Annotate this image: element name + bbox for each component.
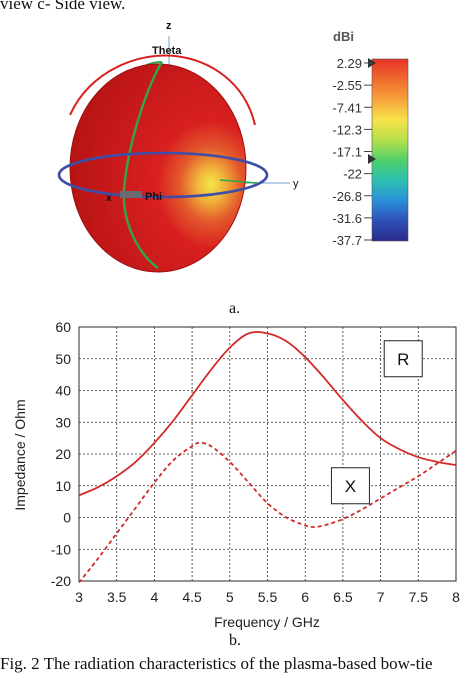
x-tick-label: 5.5 (258, 589, 278, 605)
colorbar-tick-label: -2.55 (332, 78, 362, 93)
y-tick-label: -20 (51, 573, 71, 589)
series-line-r (78, 331, 457, 497)
y-axis-title: Impedance / Ohm (12, 399, 28, 510)
x-tick-label: 3.5 (107, 589, 127, 605)
x-tick-label: 4.5 (182, 589, 202, 605)
colorbar-tick-label: -31.6 (332, 211, 362, 226)
colorbar-tick-label: -7.41 (332, 100, 362, 115)
top-caption: view c- Side view. (0, 0, 126, 13)
x-tick-label: 4 (151, 589, 159, 605)
annotation-label: X (345, 477, 356, 496)
z-axis-label: z (166, 20, 172, 32)
y-tick-label: 30 (55, 414, 71, 430)
x-tick-label: 8 (452, 589, 460, 605)
x-axis-label: x (106, 193, 112, 204)
annotation-label: R (397, 350, 409, 369)
annotation-box (330, 467, 370, 505)
panel-b-label: b. (229, 632, 241, 649)
x-tick-label: 6 (301, 589, 309, 605)
y-tick-label: -10 (51, 541, 71, 557)
x-tick-label: 7 (377, 589, 385, 605)
y-tick-label: 60 (55, 319, 71, 335)
panel-a-label: a. (229, 300, 241, 317)
x-axis-title: Frequency / GHz (214, 614, 320, 630)
figure-caption: Fig. 2 The radiation characteristics of … (0, 654, 433, 673)
y-tick-label: 40 (55, 383, 71, 399)
pattern-outline (69, 63, 247, 273)
colorbar-gradient (371, 58, 409, 242)
x-tick-label: 6.5 (333, 589, 353, 605)
phi-marker (120, 191, 142, 198)
pattern-body (70, 64, 246, 272)
colorbar-unit: dBi (333, 29, 354, 44)
colorbar-tick-label: -12.3 (332, 122, 362, 137)
colorbar-tick-label: -37.7 (332, 233, 362, 248)
theta-ring (122, 61, 163, 269)
phi-arrow (219, 179, 259, 184)
annotation-box (383, 340, 423, 378)
colorbar-tick-label: -22 (343, 167, 362, 182)
y-tick-label: 20 (55, 446, 71, 462)
red-ring (69, 54, 256, 126)
x-tick-label: 5 (226, 589, 234, 605)
y-tick-label: 0 (63, 510, 71, 526)
theta-label: Theta (152, 45, 182, 57)
phi-ring (57, 151, 269, 199)
x-tick-label: 3 (75, 589, 83, 605)
phi-label: Phi (145, 191, 162, 203)
colorbar-tick-label: -17.1 (332, 145, 362, 160)
x-tick-label: 7.5 (409, 589, 429, 605)
colorbar-tick-label: -26.8 (332, 189, 362, 204)
y-tick-label: 50 (55, 351, 71, 367)
colorbar-tick-label: 2.29 (337, 56, 362, 71)
radiation-pattern-3d: z y x Theta Phi dBi 2.29 -2.55 -7.41 -12.3 -… (57, 20, 409, 273)
y-axis-label: y (293, 178, 299, 190)
y-tick-label: 10 (55, 478, 71, 494)
colorbar-mid-marker (368, 154, 376, 164)
